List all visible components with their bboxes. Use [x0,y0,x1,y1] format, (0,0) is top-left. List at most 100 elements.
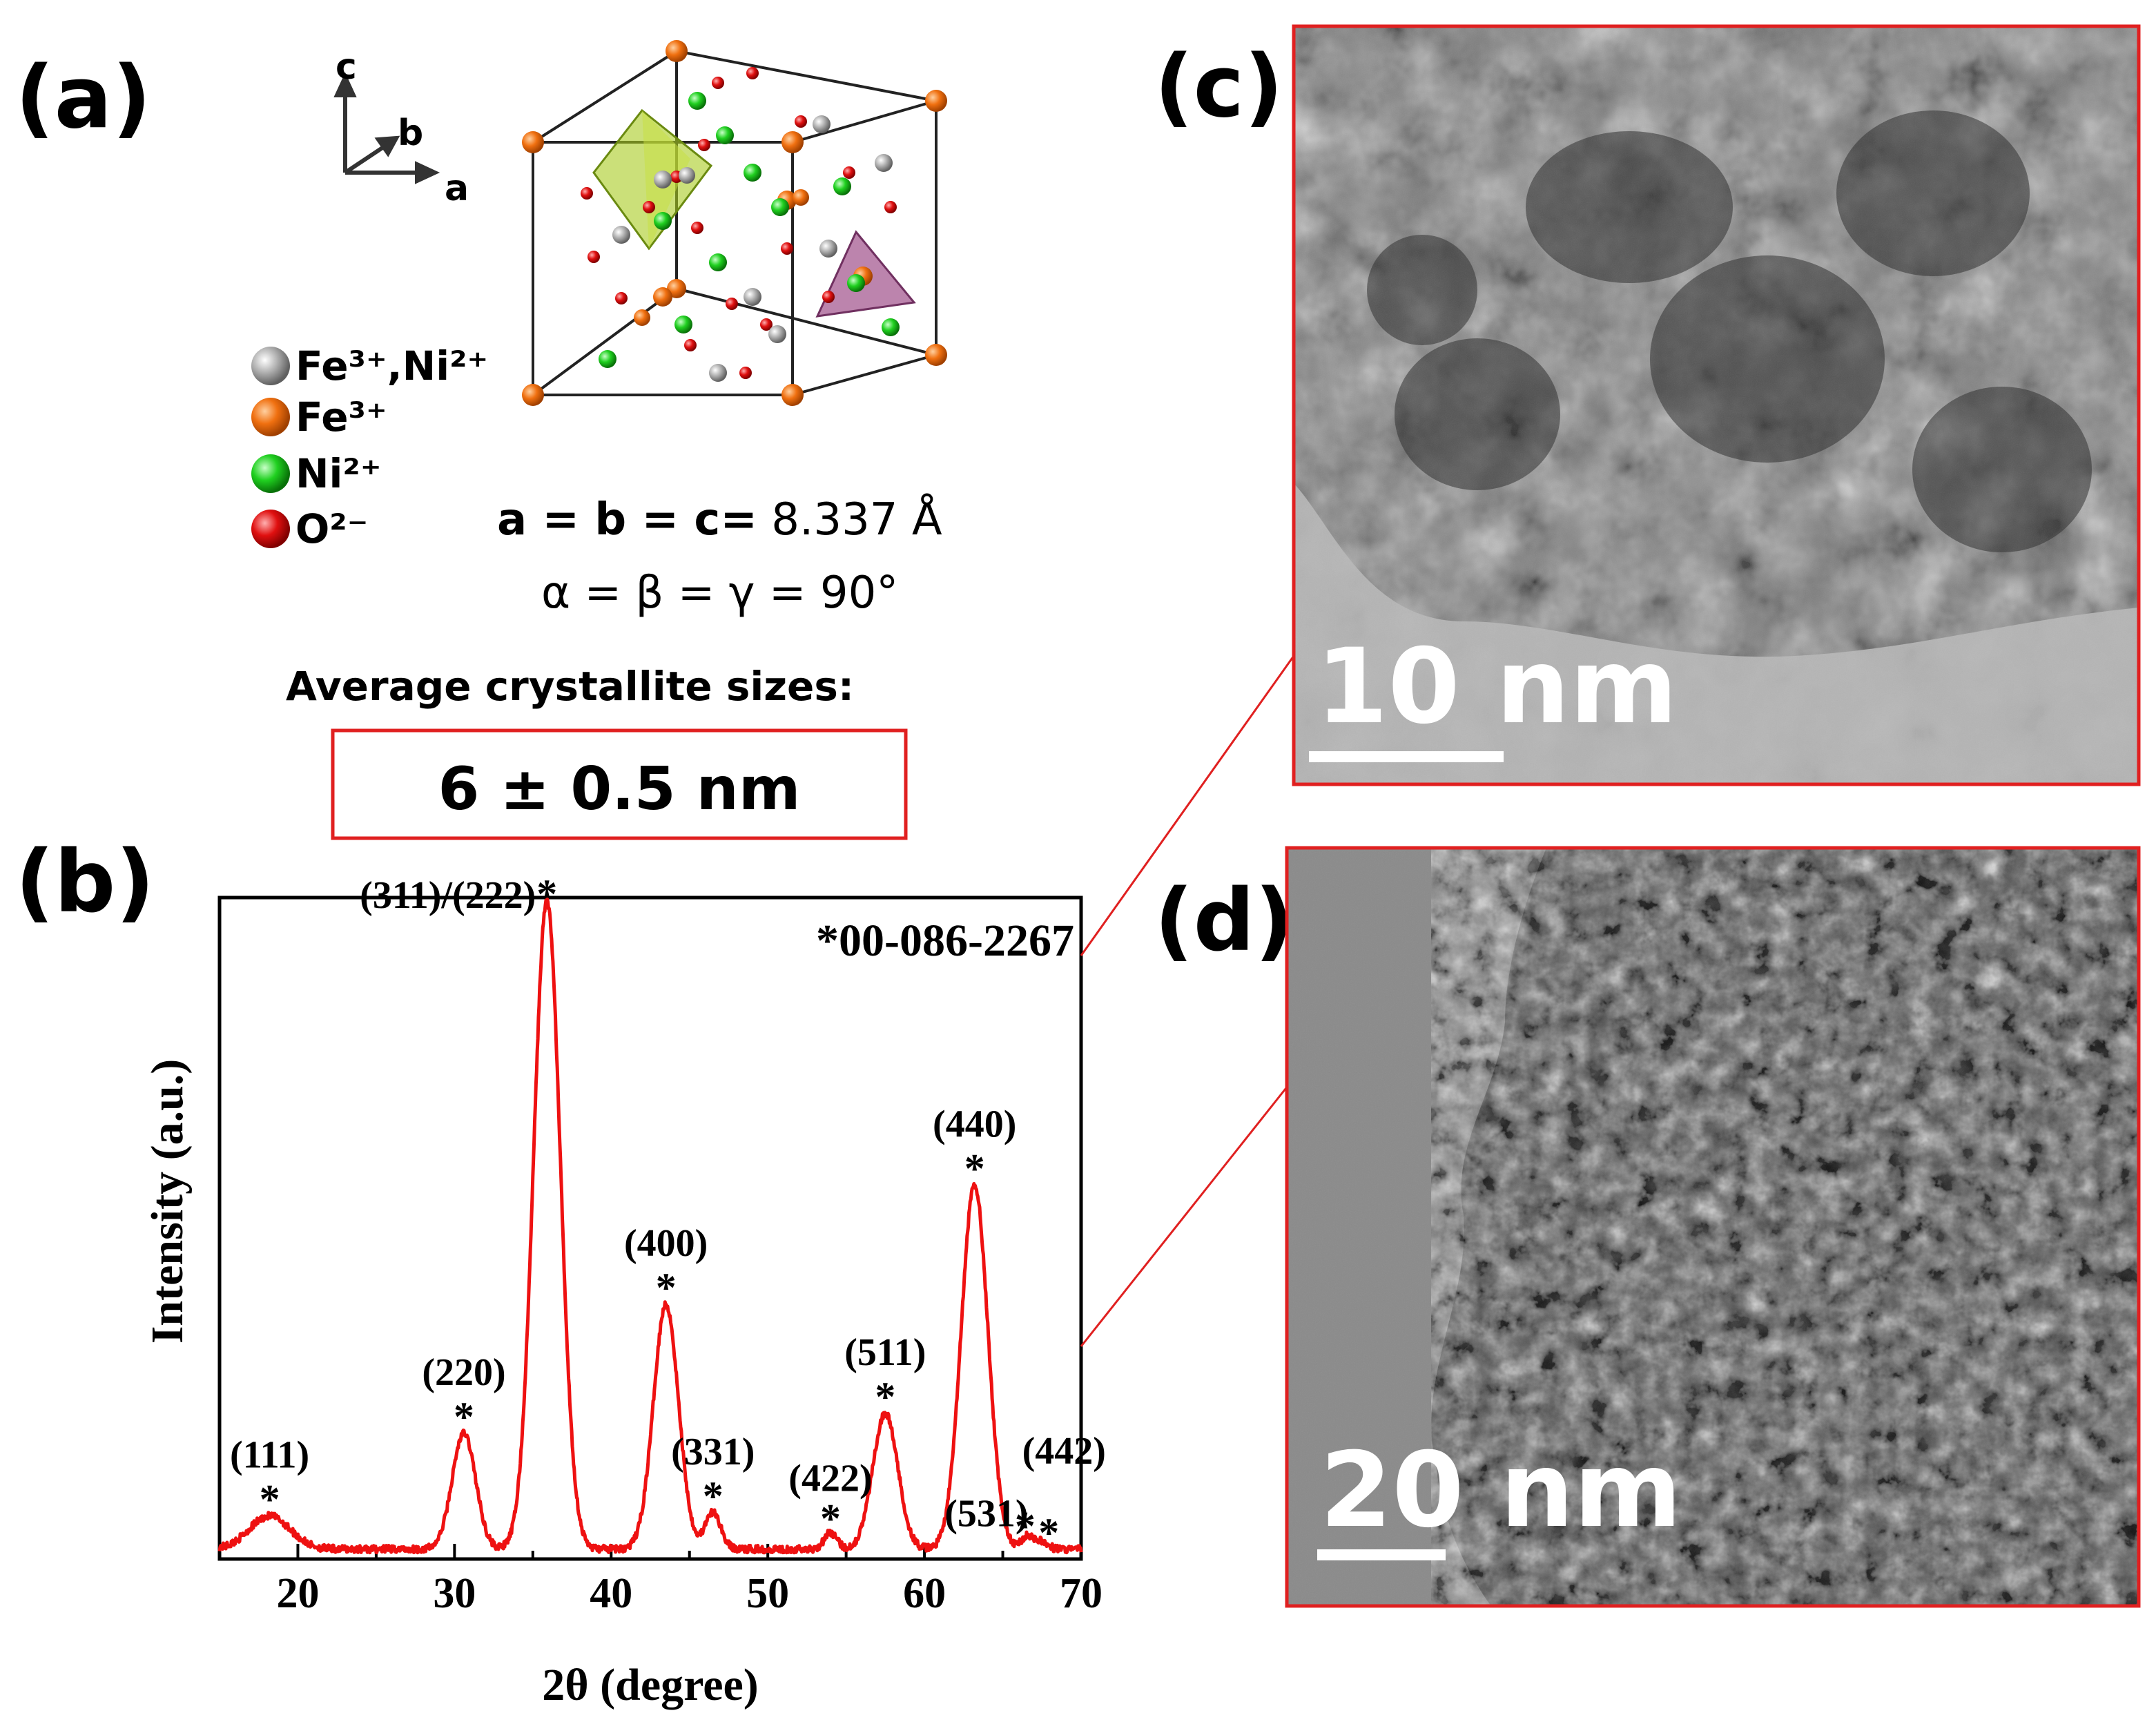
green-atom [833,177,851,195]
tem-frame-c [1292,24,2141,786]
orange-atom [522,384,544,406]
peak-marker: * [454,1394,474,1440]
orange-atom [666,40,688,62]
red-atom [698,139,710,151]
scale-bar-c [1309,751,1504,762]
grey-atom [654,171,672,188]
green-atom [654,212,672,230]
peak-marker: * [656,1265,677,1310]
x-tick-label: 70 [1060,1570,1103,1617]
orange-atom [634,309,650,326]
x-tick-label: 50 [746,1570,789,1617]
y-axis-label: Intensity (a.u.) [142,1059,193,1344]
legend-label-ni: Ni²⁺ [295,450,381,497]
red-atom [581,187,593,200]
peak-marker: * [703,1473,723,1519]
peak-label: (442) [1022,1430,1106,1473]
peak-label: (531) [944,1492,1028,1535]
peak-marker: * [1038,1510,1059,1556]
green-atom [882,318,900,336]
red-atom [684,339,697,351]
connector-line-d [1080,1085,1290,1347]
peak-marker: * [964,1146,985,1192]
orange-atom [522,131,544,153]
legend-swatch-grey-sphere [251,347,290,385]
green-atom [599,350,616,368]
crystallite-value: 6 ± 0.5 nm [438,755,801,824]
peak-marker: * [536,871,557,917]
axis-label-c: c [336,46,357,88]
peak-labels: *(111)*(220)*(311)/(222)*(400)*(331)*(42… [230,871,1106,1556]
x-axis: 20 30 40 50 60 70 [218,1544,1103,1617]
red-atom [884,201,897,213]
tem-image-d: 20 nm [1287,848,2139,1606]
reference-card: *00-086-2267 [816,916,1074,966]
peak-label: (220) [422,1351,505,1394]
peak-label: (111) [230,1434,309,1477]
legend-swatch-red-sphere [251,510,290,548]
red-atom [691,222,703,234]
red-atom [615,292,628,304]
legend-item-o: O²⁻ [251,505,368,552]
panel-label-c: (c) [1154,37,1283,137]
orange-atom [653,287,672,307]
peak-marker: * [820,1496,841,1542]
green-atom [744,164,761,182]
orange-atom [925,90,947,112]
red-atom [843,166,855,179]
peak-label: (440) [933,1103,1016,1146]
peak-label: (511) [844,1331,926,1374]
orange-atom [781,384,804,406]
grey-atom [709,364,727,382]
lattice-angles: α = β = γ = 90° [541,568,898,619]
red-atom [587,251,600,263]
peak-marker: * [1015,1503,1036,1549]
grey-atom [744,288,761,306]
orange-atom [925,344,947,366]
green-atom [688,92,706,110]
panel-label-d: (d) [1154,871,1294,971]
red-atom [781,242,793,255]
scale-label-d: 20 nm [1320,1431,1682,1551]
axis-triad [333,72,440,184]
unit-cell [522,40,947,406]
orange-atom [781,131,804,153]
scale-bar-d [1317,1549,1446,1560]
xrd-chart: 20 30 40 50 60 70 *(111)*(220)*(311)/(222)*(4… [142,871,1106,1710]
x-tick-label: 20 [276,1570,319,1617]
x-tick-label: 40 [590,1570,632,1617]
crystallite-title: Average crystallite sizes: [286,663,854,710]
xrd-pattern-line [217,898,1083,1555]
panel-label-b: (b) [15,833,155,932]
scale-label-c: 10 nm [1316,627,1678,747]
legend-swatch-orange-sphere [251,398,290,436]
axis-label-b: b [398,113,423,154]
peak-label: (311)/(222) [360,874,536,917]
grey-atom [813,115,831,133]
peak-label: (422) [788,1458,872,1500]
tem-image-c: 10 nm [1294,26,2139,784]
connector-line-c [1080,655,1295,956]
legend-label-fe-ni: Fe³⁺,Ni²⁺ [295,342,488,389]
orange-atom [793,189,809,206]
red-atom [795,115,807,128]
red-atom [746,67,759,79]
green-atom [771,198,789,216]
atom-legend: Fe³⁺,Ni²⁺ Fe³⁺ Ni²⁺ O²⁻ [251,342,488,552]
peak-label: (400) [624,1222,708,1265]
green-atom [847,274,865,292]
legend-item-ni: Ni²⁺ [251,450,381,497]
grey-atom [768,325,786,343]
red-atom [739,367,752,379]
grey-atom [679,167,695,184]
panel-label-a: (a) [15,48,151,148]
x-tick-label: 60 [903,1570,946,1617]
peak-marker: * [260,1477,280,1522]
x-axis-label: 2θ (degree) [542,1660,759,1710]
legend-item-fe-ni: Fe³⁺,Ni²⁺ [251,342,488,389]
green-atom [674,316,692,333]
red-atom [726,298,738,310]
lattice-parameter: a = b = c= 8.337 Å [497,493,942,545]
